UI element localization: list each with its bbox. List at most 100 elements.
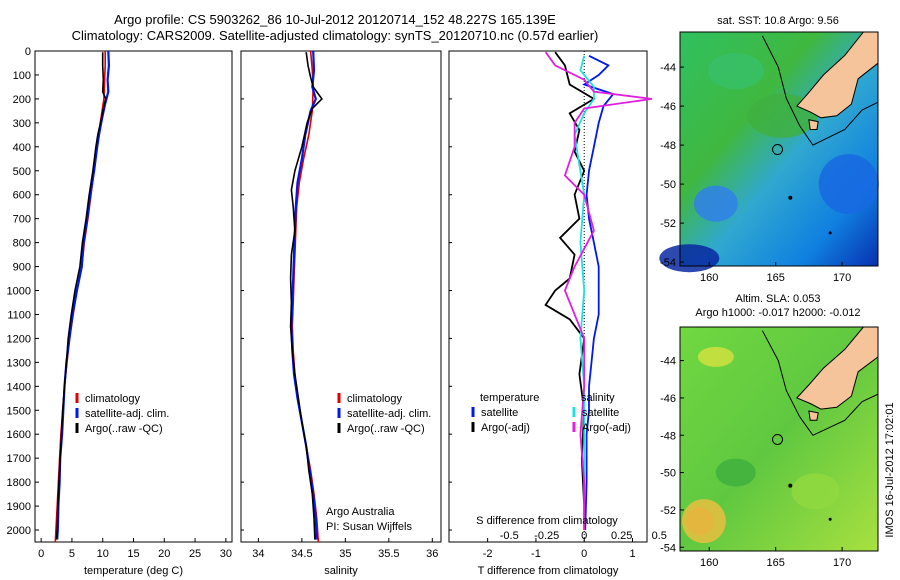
y-tick-label: 700 (13, 214, 31, 226)
figure-title-line2: Climatology: CARS2009. Satellite-adjuste… (72, 28, 599, 43)
s-tick-label: 0 (581, 530, 587, 542)
series-argo (289, 52, 323, 540)
salinity-panel: 34 34.5 35 35.5 36 salinity climatology satelli… (240, 50, 442, 577)
plot-frame (240, 50, 442, 543)
x-tick-label: 165 (766, 272, 784, 284)
plot-frame (448, 50, 648, 543)
x-tick-label: -1 (531, 548, 541, 560)
map-field-patch (681, 499, 726, 544)
argo-location-marker (772, 144, 784, 156)
legend-salinity-header: salinity (581, 392, 615, 404)
legend-label: Argo(..raw -QC) (347, 423, 425, 435)
plot-frame (34, 50, 233, 543)
y-tick-label: 200 (13, 94, 31, 106)
sst-map-panel: 160 165 170 -44 -46 -48 -50 -52 -54 (659, 31, 879, 284)
s-tick-label: 0.25 (611, 530, 632, 542)
x-tick-label: 0 (581, 548, 587, 560)
legend-label: Argo(-adj) (582, 422, 631, 434)
x-tick-label: 1 (629, 548, 635, 560)
x-tick-label: 165 (766, 557, 784, 569)
imos-timestamp: IMOS 16-Jul-2012 17:02:01 (884, 402, 896, 537)
series-t-argo (544, 51, 596, 530)
stewart-island (808, 410, 819, 421)
y-tick-label: -54 (660, 542, 676, 554)
legend-label: satellite-adj. clim. (85, 408, 169, 420)
x-tick-label: 170 (833, 557, 851, 569)
legend-label: climatology (347, 393, 403, 405)
x-tick-label: 35 (339, 548, 351, 560)
y-tick-label: 1000 (7, 286, 31, 298)
series-s-argo (544, 51, 652, 530)
sla-map-subtitle: Argo h1000: -0.017 h2000: -0.012 (695, 307, 860, 319)
map-field-patch (818, 154, 879, 215)
y-tick-label: 1500 (7, 405, 31, 417)
x-tick-label: -2 (483, 548, 493, 560)
s-tick-label: -0.25 (534, 530, 559, 542)
legend-label: Argo(-adj) (481, 422, 530, 434)
series-t-satellite (582, 54, 615, 531)
sla-map-panel: 160 165 170 -44 -46 -48 -50 -52 -54 (660, 326, 879, 569)
x-tick-label: 30 (220, 548, 232, 560)
auckland-islands (788, 195, 793, 200)
campbell-island (828, 231, 832, 235)
y-tick-label: 100 (13, 70, 31, 82)
y-tick-label: 500 (13, 166, 31, 178)
y-tick-label: -54 (660, 257, 676, 269)
legend-label: Argo(..raw -QC) (85, 423, 163, 435)
y-tick-label: 1600 (7, 429, 31, 441)
y-tick-label: -50 (660, 468, 676, 480)
x-tick-label: 15 (127, 548, 139, 560)
legend-label: satellite (582, 407, 619, 419)
map-field-patch (715, 458, 756, 487)
map-field-patch (693, 185, 738, 222)
depth-contour (761, 35, 879, 146)
x-axis-label: temperature (deg C) (84, 565, 183, 577)
y-tick-label: -48 (660, 140, 676, 152)
map-field-patch (697, 346, 734, 367)
depth-contour (761, 330, 879, 436)
y-tick-label: 800 (13, 238, 31, 250)
x-tick-label: 160 (700, 272, 718, 284)
y-tick-label: 1800 (7, 477, 31, 489)
legend-label: satellite (481, 407, 518, 419)
y-tick-label: -44 (660, 62, 676, 74)
x-tick-label: 34.5 (291, 548, 312, 560)
x-tick-label: 5 (69, 548, 75, 560)
map-field-patch (791, 473, 840, 510)
y-tick-label: -46 (660, 393, 676, 405)
sla-map-title: Altim. SLA: 0.053 (736, 293, 821, 305)
y-tick-label: 1100 (7, 309, 31, 321)
y-tick-label: 300 (13, 118, 31, 130)
x-tick-label: 170 (833, 272, 851, 284)
campbell-island (828, 517, 832, 521)
x-tick-label: 25 (189, 548, 201, 560)
s-difference-axis-label: S difference from climatology (476, 515, 618, 527)
legend-temperature-header: temperature (480, 392, 539, 404)
y-tick-label: 900 (13, 262, 31, 274)
x-tick-label: 10 (97, 548, 109, 560)
auckland-islands (788, 483, 793, 488)
y-tick-label: 2000 (7, 525, 31, 537)
y-tick-label: -50 (660, 179, 676, 191)
legend-label: satellite-adj. clim. (347, 408, 431, 420)
y-tick-label: 1300 (7, 357, 31, 369)
y-tick-label: -52 (660, 505, 676, 517)
x-tick-label: 36 (426, 548, 438, 560)
y-tick-label: -52 (660, 218, 676, 230)
x-tick-label: 35.5 (378, 548, 399, 560)
pi-annotation: PI: Susan Wijffels (326, 521, 412, 533)
map-frame (679, 326, 879, 552)
x-tick-label: 20 (158, 548, 170, 560)
s-tick-label: -0.5 (500, 530, 519, 542)
argo-location-marker (772, 434, 784, 446)
y-tick-label: 400 (13, 142, 31, 154)
s-tick-label: 0.5 (652, 530, 667, 542)
y-tick-label: 600 (13, 190, 31, 202)
x-axis-label: salinity (324, 565, 358, 577)
x-tick-label: 34 (252, 548, 264, 560)
y-tick-label: -48 (660, 430, 676, 442)
y-tick-label: 1200 (7, 333, 31, 345)
map-frame (679, 31, 879, 267)
series-argo (55, 52, 107, 540)
